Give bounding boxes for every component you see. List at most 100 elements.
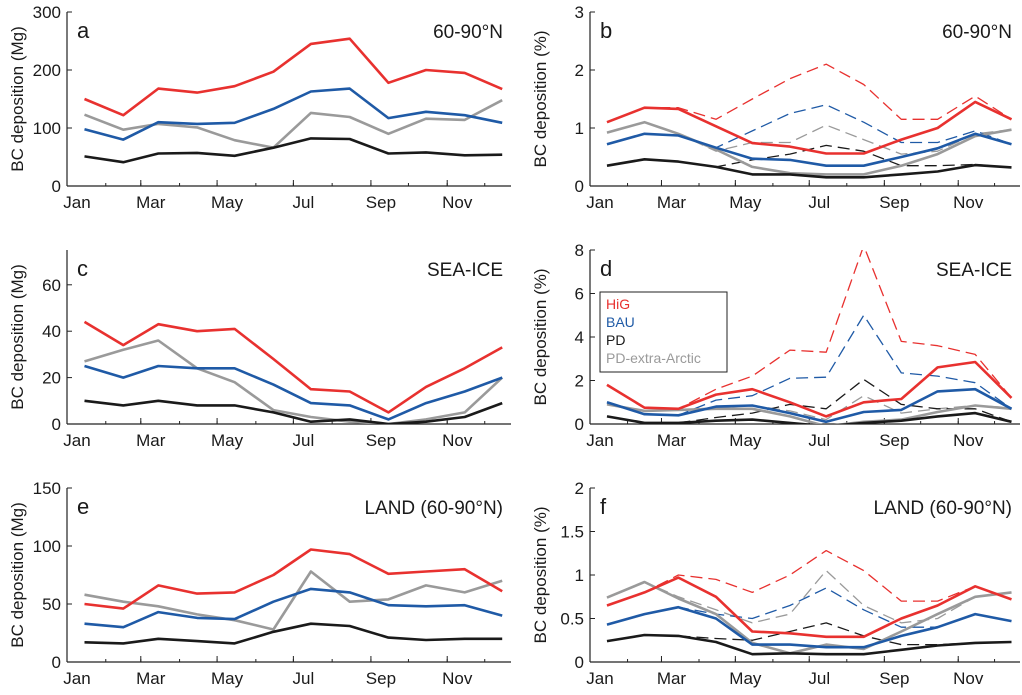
y-tick-label: 8 [575, 241, 584, 260]
y-tick-label: 0 [575, 177, 584, 196]
series-line-bau [606, 387, 1013, 424]
series-line-pd-dashed [606, 378, 1012, 424]
panel-letter: d [600, 256, 612, 281]
x-tick-label: Nov [442, 669, 473, 688]
y-tick-label: 3 [575, 3, 584, 22]
y-axis-title: BC deposition (%) [531, 268, 550, 405]
y-tick-label: 2 [575, 61, 584, 80]
series-line-hig [84, 548, 503, 610]
series-line-pd-extra-arctic [84, 99, 503, 149]
panel-b: 0 1 2 3 Jan Mar May Jul Sep Nov BC deposition (%) b… [531, 3, 1020, 212]
panel-letter: a [77, 18, 90, 43]
x-tick-label: May [729, 669, 762, 688]
series-line-pd [606, 158, 1012, 179]
x-tick-label: Jul [808, 669, 830, 688]
x-tick-label: Nov [442, 431, 473, 450]
y-tick-label: 60 [42, 276, 61, 295]
series-line-bau [606, 132, 1012, 167]
y-tick-label: 1.5 [560, 523, 584, 542]
panel-f: 0 0.5 1 1.5 2 Jan Mar May Jul Sep Nov BC deposition… [531, 479, 1020, 688]
series-line-hig-dashed [606, 549, 1012, 607]
region-label: SEA-ICE [427, 260, 503, 281]
x-tick-label: Sep [879, 193, 909, 212]
y-tick-label: 200 [33, 61, 61, 80]
y-axis-title: BC deposition (%) [531, 506, 550, 643]
x-tick-label: Mar [657, 431, 687, 450]
x-tick-label: Jan [586, 431, 613, 450]
y-tick-label: 1 [575, 566, 584, 585]
x-tick-label: Jul [293, 431, 315, 450]
region-label: 60-90°N [433, 22, 503, 43]
y-axis-title: BC deposition (Mg) [8, 26, 27, 172]
x-tick-label: Jan [63, 431, 90, 450]
x-tick-label: May [211, 669, 244, 688]
series-line-pd-extra-arctic [606, 580, 1012, 655]
y-tick-label: 2 [575, 372, 584, 391]
x-tick-label: Nov [953, 431, 984, 450]
y-tick-label: 6 [575, 285, 584, 304]
region-label: LAND (60-90°N) [364, 498, 503, 519]
series-line-bau [84, 364, 503, 421]
x-tick-label: Sep [879, 431, 909, 450]
x-tick-label: Jul [808, 431, 830, 450]
y-tick-label: 150 [33, 479, 61, 498]
y-tick-label: 2 [575, 479, 584, 498]
x-tick-label: May [729, 193, 762, 212]
x-tick-label: Nov [442, 193, 473, 212]
x-tick-label: Sep [879, 669, 909, 688]
panel-d: 0 2 4 6 8 Jan Mar May Jul Sep Nov BC deposition (%)… [531, 241, 1020, 450]
x-tick-label: Jul [293, 669, 315, 688]
series-line-pd [84, 137, 503, 164]
x-tick-label: Nov [953, 193, 984, 212]
y-tick-label: 0 [52, 415, 61, 434]
x-tick-label: Mar [136, 669, 166, 688]
x-tick-label: May [211, 193, 244, 212]
series-line-bau-dashed [606, 314, 1012, 416]
y-tick-label: 1 [575, 119, 584, 138]
y-tick-label: 100 [33, 537, 61, 556]
series-line-pd-extra-arctic [606, 403, 1012, 424]
region-label: 60-90°N [942, 22, 1012, 43]
x-tick-label: Nov [953, 669, 984, 688]
series-line-pd [84, 399, 503, 424]
x-tick-label: Jan [586, 193, 613, 212]
x-tick-label: Sep [366, 669, 396, 688]
series-line-hig-dashed [606, 63, 1012, 123]
panel-e: 0 50 100 150 Jan Mar May Jul Sep Nov BC deposition… [8, 479, 511, 688]
y-tick-label: 0 [575, 415, 584, 434]
y-tick-label: 0 [52, 177, 61, 196]
legend-entry: HiG [606, 296, 630, 312]
x-tick-label: Jan [586, 669, 613, 688]
x-tick-label: Sep [366, 431, 396, 450]
series-line-pd-extra-arctic [84, 339, 504, 424]
series-line-pd [606, 411, 1012, 424]
series-line-bau [84, 87, 503, 141]
x-tick-label: Mar [136, 431, 166, 450]
x-tick-label: Mar [136, 193, 166, 212]
legend-entry: PD-extra-Arctic [606, 350, 701, 366]
x-tick-label: May [729, 431, 762, 450]
x-tick-label: Jan [63, 669, 90, 688]
x-tick-label: Sep [366, 193, 396, 212]
legend: HiG BAU PD PD-extra-Arctic [599, 291, 728, 373]
panel-letter: c [77, 256, 88, 281]
x-tick-label: Mar [657, 669, 687, 688]
y-tick-label: 20 [42, 369, 61, 388]
x-tick-label: Jul [293, 193, 315, 212]
panel-c: 0 20 40 60 Jan Mar May Jul Sep Nov BC deposition (… [8, 250, 511, 450]
series-line-bau-dashed [606, 587, 1012, 628]
y-tick-label: 100 [33, 119, 61, 138]
series-line-pd-extra-arctic [606, 120, 1012, 176]
y-axis-title: BC deposition (Mg) [8, 264, 27, 410]
x-tick-label: May [211, 431, 244, 450]
legend-box [599, 291, 728, 373]
series-line-hig [606, 576, 1012, 639]
series-line-pd-extra-arctic-dashed [606, 395, 1012, 421]
y-tick-label: 50 [42, 595, 61, 614]
y-tick-label: 40 [42, 322, 61, 341]
y-tick-label: 0 [575, 653, 584, 672]
series-line-hig [606, 360, 1013, 418]
y-axis-title: BC deposition (Mg) [8, 502, 27, 648]
legend-entry: BAU [606, 314, 635, 330]
